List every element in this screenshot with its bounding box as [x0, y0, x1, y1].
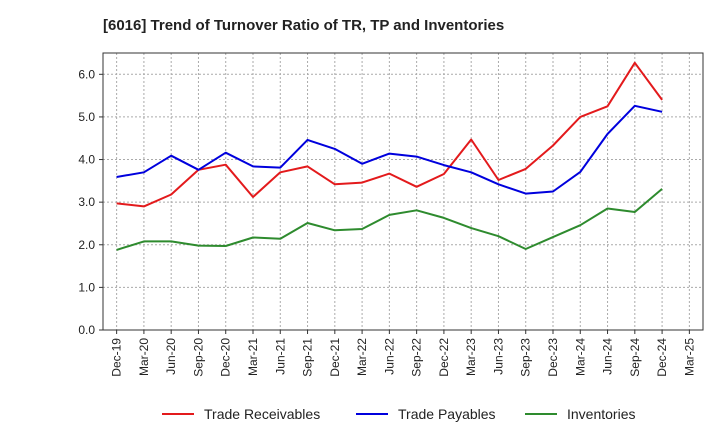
- legend-label: Trade Receivables: [204, 406, 320, 422]
- legend-label: Inventories: [567, 406, 635, 422]
- y-tick-label: 4.0: [78, 153, 95, 167]
- y-tick-label: 0.0: [78, 323, 95, 337]
- x-tick-label: Jun-21: [273, 338, 287, 375]
- y-tick-label: 1.0: [78, 280, 95, 294]
- x-tick-label: Dec-21: [328, 338, 342, 377]
- legend: Trade Receivables Trade Payables Inventori…: [162, 406, 635, 422]
- x-tick-label: Jun-22: [382, 338, 396, 375]
- x-tick-label: Mar-25: [682, 338, 696, 376]
- x-tick-label: Sep-20: [191, 338, 205, 377]
- y-axis: 0.0 1.0 2.0 3.0 4.0 5.0 6.0: [78, 67, 103, 337]
- series-lines: [116, 61, 663, 251]
- series-line-2: [116, 104, 663, 195]
- x-tick-label: Mar-21: [246, 338, 260, 376]
- chart-title: [6016] Trend of Turnover Ratio of TR, TP…: [103, 17, 504, 34]
- y-tick-label: 2.0: [78, 238, 95, 252]
- y-tick-label: 3.0: [78, 195, 95, 209]
- x-tick-label: Mar-22: [355, 338, 369, 376]
- series-line-3: [116, 188, 663, 251]
- x-tick-label: Sep-23: [519, 338, 533, 377]
- plot-area: [102, 52, 704, 331]
- x-tick-label: Dec-23: [546, 338, 560, 377]
- x-tick-label: Mar-23: [464, 338, 478, 376]
- x-tick-label: Sep-24: [628, 338, 642, 377]
- x-tick-label: Sep-21: [301, 338, 315, 377]
- plot-frame: [102, 52, 704, 331]
- x-tick-label: Dec-22: [437, 338, 451, 377]
- y-tick-label: 6.0: [78, 67, 95, 81]
- x-tick-label: Mar-20: [137, 338, 151, 376]
- x-tick-label: Jun-23: [491, 338, 505, 375]
- x-tick-label: Mar-24: [573, 338, 587, 376]
- x-tick-label: Jun-24: [601, 338, 615, 375]
- x-tick-label: Jun-20: [164, 338, 178, 375]
- x-tick-label: Dec-24: [655, 338, 669, 377]
- x-axis: Dec-19 Mar-20 Jun-20 Sep-20 Dec-20 Mar-21 Jun-…: [110, 330, 696, 377]
- x-tick-label: Sep-22: [410, 338, 424, 377]
- x-tick-label: Dec-20: [219, 338, 233, 377]
- x-tick-label: Dec-19: [110, 338, 124, 377]
- y-tick-label: 5.0: [78, 110, 95, 124]
- legend-label: Trade Payables: [398, 406, 496, 422]
- series-line-1: [116, 61, 663, 208]
